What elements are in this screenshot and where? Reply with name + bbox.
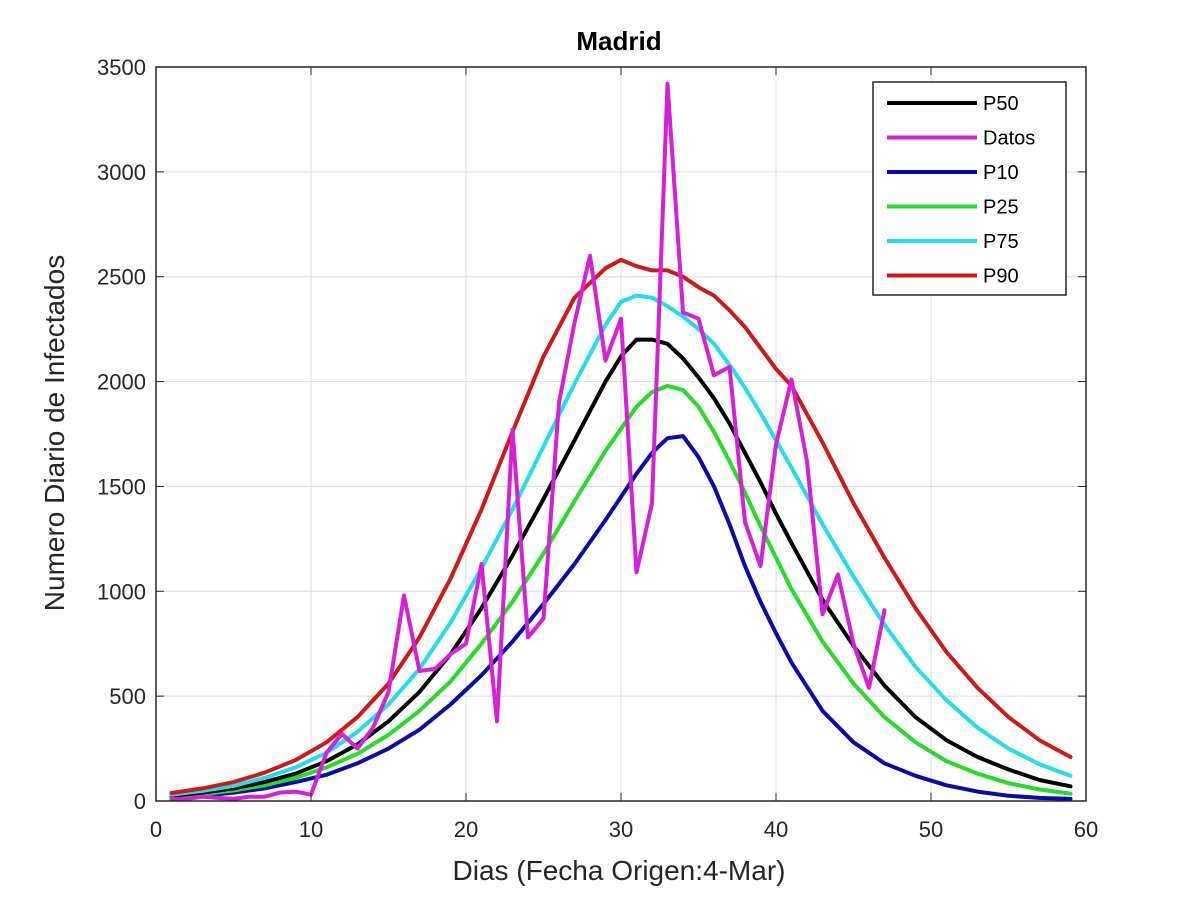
legend-label-p50: P50 [983, 93, 1019, 115]
y-tick-label: 1000 [97, 579, 146, 604]
y-tick-label: 0 [134, 789, 146, 814]
series-line-p25 [169, 383, 1073, 799]
legend-label-p90: P90 [983, 266, 1019, 288]
y-tick-label: 3500 [97, 55, 146, 80]
y-tick-label: 2000 [97, 370, 146, 395]
x-ticks: 0 10 20 30 40 50 60 [150, 67, 1098, 842]
x-tick-label: 10 [299, 817, 323, 842]
series-line-p10 [169, 434, 1073, 801]
x-tick-label: 50 [919, 817, 943, 842]
legend-box [872, 81, 1067, 296]
legend: P50 Datos P10 P25 P75 P90 [872, 81, 1067, 296]
legend-label-datos: Datos [983, 128, 1035, 150]
x-tick-label: 30 [609, 817, 633, 842]
y-tick-label: 500 [109, 684, 146, 709]
y-ticks: 0 500 1000 1500 2000 2500 3000 3500 [97, 55, 1086, 814]
y-tick-label: 2500 [97, 265, 146, 290]
y-axis-label: Numero Diario de Infectados [39, 255, 70, 611]
x-tick-label: 60 [1074, 817, 1098, 842]
x-tick-label: 20 [454, 817, 478, 842]
series-line-datos [169, 81, 887, 801]
legend-label-p75: P75 [983, 231, 1019, 253]
y-tick-label: 3000 [97, 160, 146, 185]
y-tick-label: 1500 [97, 474, 146, 499]
legend-label-p10: P10 [983, 162, 1019, 184]
chart-title: Madrid [576, 26, 661, 56]
legend-label-p25: P25 [983, 197, 1019, 219]
x-tick-label: 0 [150, 817, 162, 842]
x-tick-label: 40 [764, 817, 788, 842]
x-axis-label: Dias (Fecha Origen:4-Mar) [453, 855, 786, 886]
plot-lines [169, 81, 1073, 801]
